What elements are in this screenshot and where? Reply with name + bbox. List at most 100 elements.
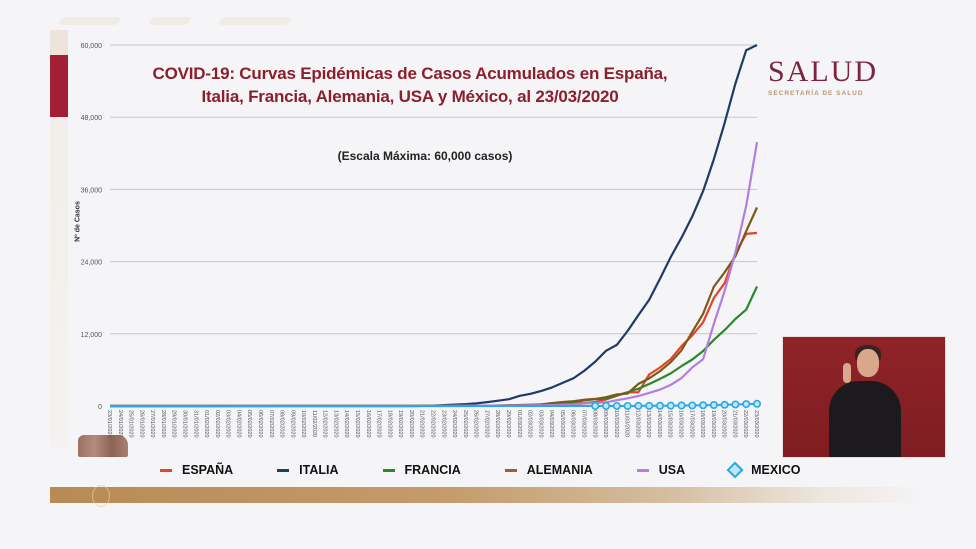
x-tick-label: 08/02/2020 bbox=[279, 410, 285, 438]
x-tick-label: 16/03/2020 bbox=[678, 410, 684, 438]
x-tick-label: 10/02/2020 bbox=[300, 410, 306, 438]
data-point-mexico bbox=[634, 401, 643, 410]
chart-title-line2: Italia, Francia, Alemania, USA y México,… bbox=[201, 87, 619, 106]
x-tick-label: 26/02/2020 bbox=[473, 410, 479, 438]
x-tick-label: 08/03/2020 bbox=[591, 410, 597, 438]
decorative-strip-top bbox=[50, 30, 68, 55]
sign-language-interpreter-video bbox=[782, 336, 946, 458]
chart-title: COVID-19: Curvas Epidémicas de Casos Acu… bbox=[150, 62, 670, 108]
x-tick-label: 21/02/2020 bbox=[419, 410, 425, 438]
x-tick-label: 27/01/2020 bbox=[149, 410, 155, 438]
data-point-mexico bbox=[591, 401, 600, 410]
data-point-mexico bbox=[720, 400, 729, 409]
legend-item-mexico: MEXICO bbox=[726, 461, 800, 479]
x-tick-label: 14/03/2020 bbox=[656, 410, 662, 438]
national-seal-icon bbox=[92, 485, 110, 507]
x-tick-label: 01/02/2020 bbox=[203, 410, 209, 438]
y-tick-label: 12,000 bbox=[81, 332, 103, 339]
legend-label: USA bbox=[658, 463, 686, 477]
historic-figures-emblem bbox=[78, 435, 128, 457]
chart-title-line1: COVID-19: Curvas Epidémicas de Casos Acu… bbox=[152, 64, 668, 83]
data-point-mexico bbox=[752, 399, 761, 408]
legend-item-italia: ITALIA bbox=[277, 463, 339, 477]
decorative-red-bar bbox=[50, 55, 68, 117]
x-tick-label: 24/01/2020 bbox=[117, 410, 123, 438]
x-tick-label: 19/02/2020 bbox=[397, 410, 403, 438]
x-tick-label: 03/02/2020 bbox=[225, 410, 231, 438]
x-tick-label: 05/03/2020 bbox=[559, 410, 565, 438]
legend-label: ITALIA bbox=[299, 463, 339, 477]
interpreter-head bbox=[857, 349, 879, 377]
interpreter-hand bbox=[843, 363, 851, 383]
x-tick-label: 28/02/2020 bbox=[494, 410, 500, 438]
data-point-mexico bbox=[612, 401, 621, 410]
grid-lines bbox=[110, 44, 757, 335]
x-tick-label: 18/02/2020 bbox=[386, 410, 392, 438]
x-tick-label: 09/03/2020 bbox=[602, 410, 608, 438]
data-point-mexico bbox=[666, 401, 675, 410]
brand-subtitle: SECRETARÍA DE SALUD bbox=[768, 90, 864, 97]
series-line-alemania bbox=[110, 207, 759, 408]
legend-swatch-francia bbox=[382, 468, 395, 472]
legend-swatch-espana bbox=[160, 468, 172, 472]
x-tick-label: 12/02/2020 bbox=[322, 410, 328, 438]
x-tick-label: 13/03/2020 bbox=[645, 410, 651, 438]
y-tick-label: 24,000 bbox=[81, 260, 103, 267]
data-point-mexico bbox=[655, 401, 664, 410]
x-tick-labels: 23/01/2020 24/01/2020 25/01/2020 26/01/2020… bbox=[106, 410, 759, 438]
x-tick-label: 13/02/2020 bbox=[332, 410, 338, 438]
data-point-mexico bbox=[623, 401, 632, 410]
x-tick-label: 05/02/2020 bbox=[246, 410, 252, 438]
diamond-marker-icon bbox=[726, 461, 744, 479]
x-tick-label: 11/02/2020 bbox=[311, 410, 317, 437]
x-tick-label: 10/03/2020 bbox=[613, 410, 619, 438]
y-tick-label: 36,000 bbox=[81, 187, 103, 194]
x-tick-label: 27/02/2020 bbox=[483, 410, 489, 438]
x-tick-label: 14/02/2020 bbox=[343, 410, 349, 438]
legend-swatch-italia bbox=[277, 468, 290, 472]
decorative-strip bbox=[50, 117, 68, 447]
x-tick-label: 07/03/2020 bbox=[580, 410, 586, 438]
data-point-mexico bbox=[602, 401, 611, 410]
x-tick-label: 02/03/2020 bbox=[527, 410, 533, 438]
legend-item-usa: USA bbox=[636, 463, 686, 477]
legend-label: FRANCIA bbox=[404, 463, 461, 477]
y-tick-label: 0 bbox=[98, 404, 102, 411]
x-tick-label: 24/02/2020 bbox=[451, 410, 457, 438]
x-tick-label: 11/03/2020 bbox=[624, 410, 630, 437]
y-axis-label: Nº de Casos bbox=[74, 201, 82, 242]
legend-item-espana: ESPAÑA bbox=[160, 463, 233, 477]
series-line-francia bbox=[110, 286, 758, 408]
x-tick-label: 25/01/2020 bbox=[128, 410, 134, 438]
data-point-mexico bbox=[742, 400, 751, 409]
x-tick-label: 20/02/2020 bbox=[408, 410, 414, 438]
x-tick-label: 15/02/2020 bbox=[354, 410, 360, 438]
y-tick-label: 60,000 bbox=[81, 43, 103, 50]
x-tick-label: 30/01/2020 bbox=[181, 410, 187, 438]
interpreter-body bbox=[829, 381, 901, 457]
x-tick-label: 23/03/2020 bbox=[753, 410, 759, 438]
x-tick-label: 18/03/2020 bbox=[699, 410, 705, 438]
data-point-mexico bbox=[688, 401, 697, 410]
series-markers bbox=[591, 399, 761, 410]
x-tick-label: 22/03/2020 bbox=[742, 410, 748, 438]
chart-legend: ESPAÑA ITALIA FRANCIA ALEMANIA USA MEXIC… bbox=[160, 461, 844, 479]
x-tick-label: 26/01/2020 bbox=[138, 410, 144, 438]
x-tick-label: 04/02/2020 bbox=[235, 410, 241, 438]
x-tick-label: 03/03/2020 bbox=[537, 410, 543, 438]
x-tick-label: 22/02/2020 bbox=[430, 410, 436, 438]
data-point-mexico bbox=[709, 401, 718, 410]
government-emblem-faded bbox=[70, 460, 140, 482]
legend-label: ESPAÑA bbox=[182, 463, 234, 477]
data-point-mexico bbox=[645, 401, 654, 410]
x-tick-label: 23/02/2020 bbox=[440, 410, 446, 438]
data-point-mexico bbox=[699, 401, 708, 410]
x-tick-label: 17/03/2020 bbox=[688, 410, 694, 438]
x-tick-label: 01/03/2020 bbox=[516, 410, 522, 438]
x-tick-label: 20/03/2020 bbox=[721, 410, 727, 438]
x-tick-label: 02/02/2020 bbox=[214, 410, 220, 438]
decorative-gold-bar bbox=[50, 487, 930, 503]
legend-swatch-alemania bbox=[504, 468, 517, 472]
x-tick-label: 09/02/2020 bbox=[289, 410, 295, 438]
